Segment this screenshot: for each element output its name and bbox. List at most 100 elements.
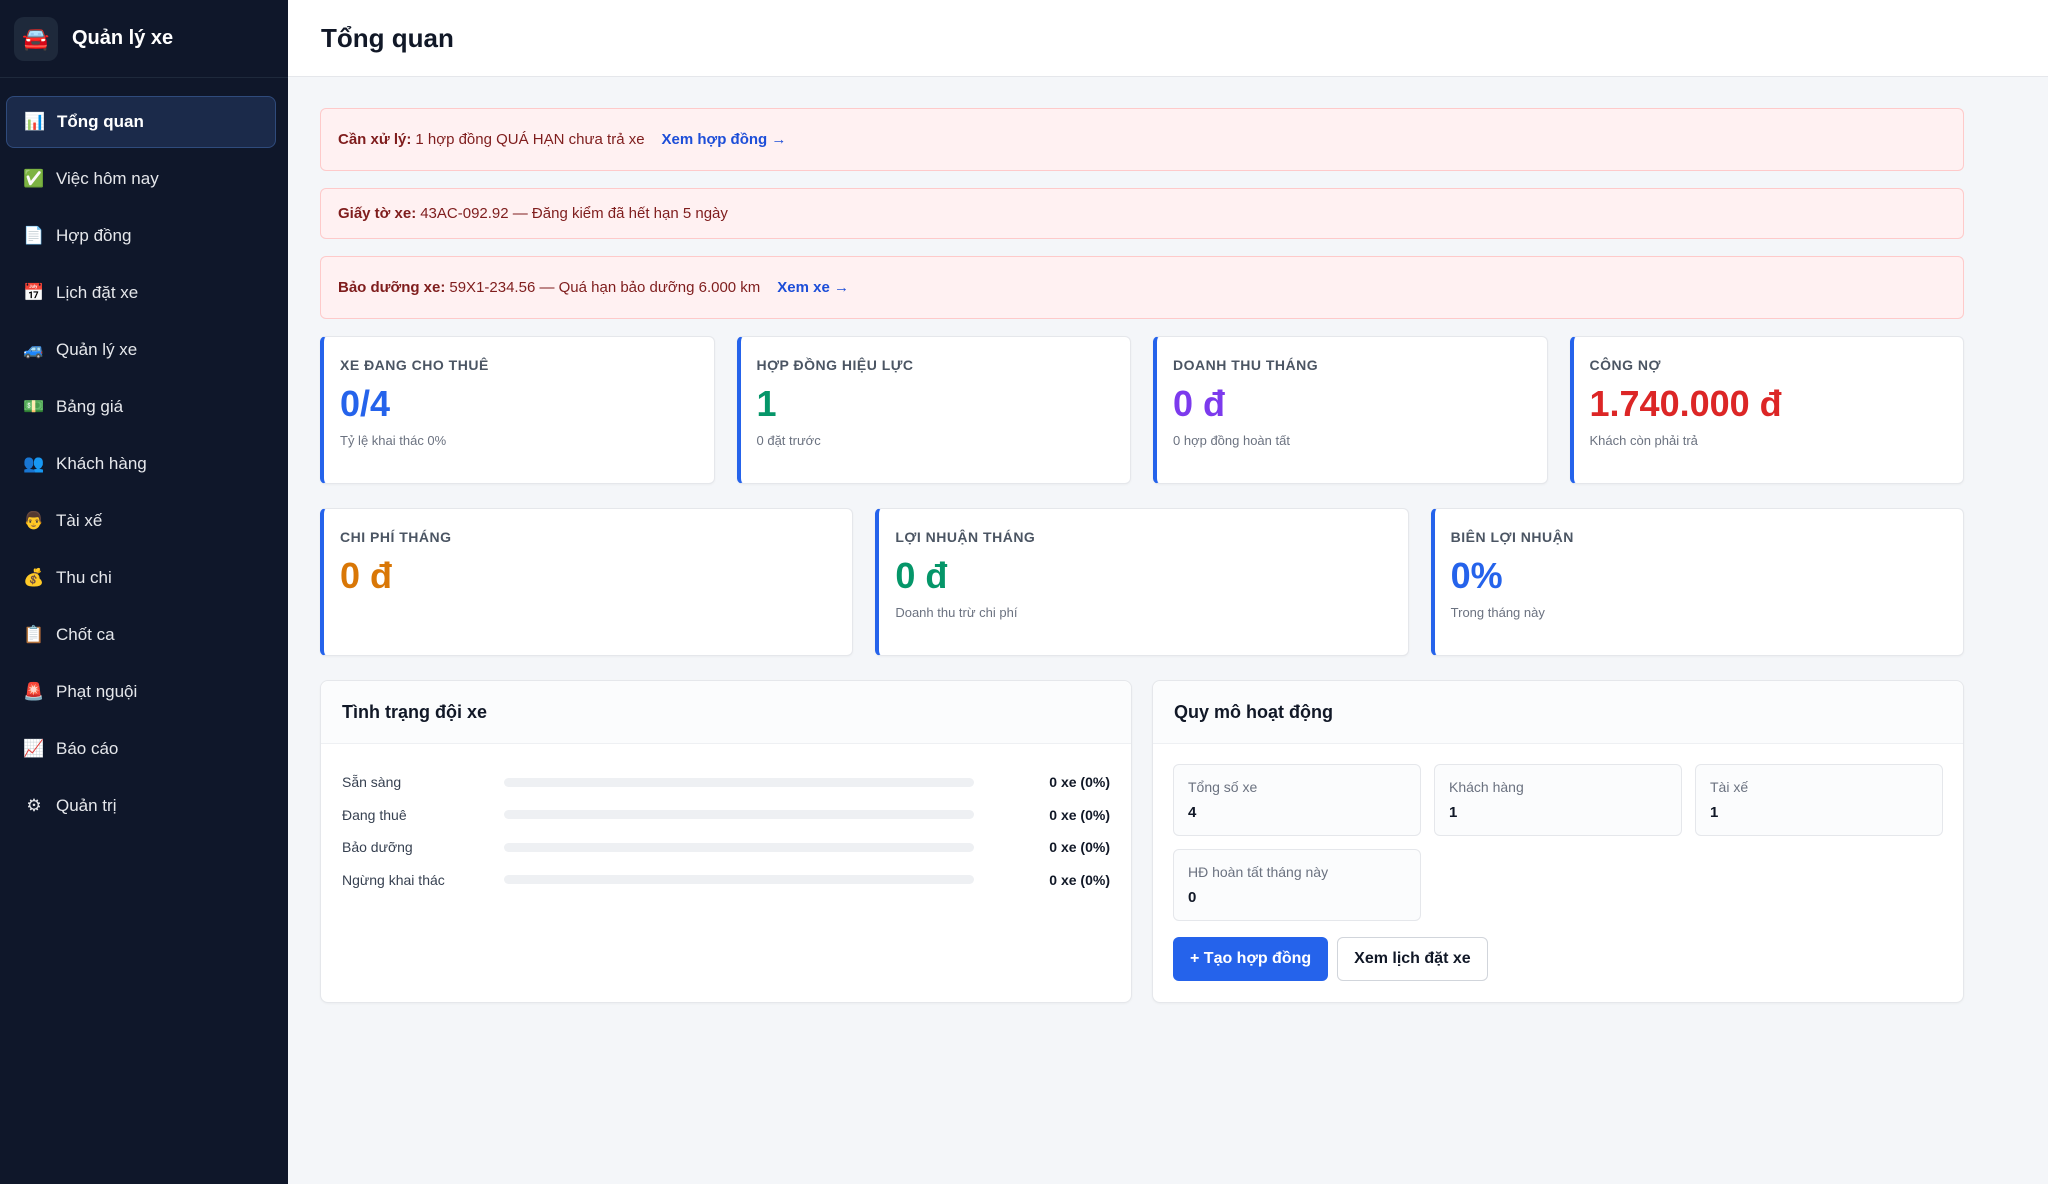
calendar-icon: 📅 [23,283,45,302]
users-icon: 👥 [23,454,45,473]
main-content: Cần xử lý: 1 hợp đồng QUÁ HẠN chưa trả x… [320,108,1964,1003]
alert-text: 1 hợp đồng QUÁ HẠN chưa trả xe [415,131,645,148]
sidebar-item-label: Lịch đặt xe [56,283,139,302]
sidebar-item-label: Việc hôm nay [56,169,159,188]
bar-chart-icon: 📊 [24,112,46,131]
brand: 🚘 Quản lý xe [0,0,288,78]
metric-label: HĐ hoàn tất tháng này [1188,864,1329,880]
siren-icon: 🚨 [23,682,45,701]
sidebar-item-reports[interactable]: 📈 Báo cáo [6,723,276,775]
fleet-status-name: Bảo dưỡng [342,839,413,856]
stat-value: 0 đ [895,555,948,596]
metric-value: 0 [1188,889,1197,906]
metric-label: Tổng số xe [1188,779,1258,795]
sidebar-item-customers[interactable]: 👥 Khách hàng [6,438,276,490]
stat-card-monthly-profit: Lợi nhuận tháng 0 đ Doanh thu trừ chi ph… [875,508,1409,656]
stat-label: Biên lợi nhuận [1450,529,1574,545]
metric-label: Khách hàng [1449,779,1524,795]
page-title: Tổng quan [321,22,454,53]
sidebar-item-income-expense[interactable]: 💰 Thu chi [6,552,276,604]
stat-value: 1.740.000 đ [1589,383,1782,424]
trend-chart-icon: 📈 [23,739,45,758]
view-booking-calendar-button[interactable]: Xem lịch đặt xe [1337,937,1488,981]
stat-card-monthly-revenue: Doanh thu tháng 0 đ 0 hợp đồng hoàn tất [1153,336,1548,484]
sidebar-item-label: Báo cáo [56,739,119,758]
operations-scale-panel: Quy mô hoạt động Tổng số xe 4 Khách hàng… [1152,680,1964,1003]
scale-metrics-grid: Tổng số xe 4 Khách hàng 1 Tài xế 1 HĐ ho… [1173,764,1943,921]
stats-row-primary: Xe đang cho thuê 0/4 Tỷ lệ khai thác 0% … [320,336,1964,484]
metric-label: Tài xế [1710,779,1749,795]
fleet-status-name: Sẵn sàng [342,774,402,791]
fleet-status-name: Ngừng khai thác [342,871,445,888]
alert-label: Bảo dưỡng xe: [338,279,446,296]
fleet-row-maintenance: Bảo dưỡng 0 xe (0%) [342,831,1110,864]
fleet-progress-bar [504,777,974,787]
sidebar-item-contracts[interactable]: 📄 Hợp đồng [6,210,276,262]
sidebar-item-label: Bảng giá [56,397,124,416]
sidebar-item-label: Khách hàng [56,454,147,473]
money-icon: 💵 [23,397,45,416]
view-contracts-link[interactable]: Xem hợp đồng → [661,131,787,148]
stat-card-active-contracts: Hợp đồng hiệu lực 1 0 đặt trước [736,336,1131,484]
alert-text: 43AC-092.92 — Đăng kiểm đã hết hạn 5 ngà… [420,205,728,222]
operations-scale-content: Tổng số xe 4 Khách hàng 1 Tài xế 1 HĐ ho… [1153,744,1963,981]
car-icon: 🚙 [23,340,45,359]
sidebar-item-admin[interactable]: ⚙ Quản trị [6,780,276,832]
alert-overdue-contracts: Cần xử lý: 1 hợp đồng QUÁ HẠN chưa trả x… [320,108,1964,171]
stat-label: Xe đang cho thuê [340,357,489,373]
stat-subtitle: 0 hợp đồng hoàn tất [1173,433,1290,448]
driver-icon: 👨 [23,511,45,530]
sidebar-item-label: Hợp đồng [56,226,132,245]
sidebar-item-overview[interactable]: 📊 Tổng quan [6,96,276,148]
stat-card-profit-margin: Biên lợi nhuận 0% Trong tháng này [1430,508,1964,656]
money-bag-icon: 💰 [23,568,45,587]
page-header: Tổng quan [288,0,2048,77]
alert-label: Cần xử lý: [338,131,412,148]
sidebar-item-traffic-fines[interactable]: 🚨 Phạt nguội [6,666,276,718]
sidebar-item-drivers[interactable]: 👨 Tài xế [6,495,276,547]
stat-value: 1 [756,383,777,424]
fleet-status-value: 0 xe (0%) [1049,871,1110,888]
stat-subtitle: Doanh thu trừ chi phí [895,605,1018,620]
fleet-status-value: 0 xe (0%) [1049,774,1110,791]
stat-label: Doanh thu tháng [1173,357,1319,373]
sidebar-item-label: Quản trị [56,796,117,815]
metric-value: 1 [1449,804,1458,821]
sidebar-item-today-tasks[interactable]: ✅ Việc hôm nay [6,153,276,205]
sidebar-item-label: Phạt nguội [56,682,138,701]
metric-total-vehicles: Tổng số xe 4 [1173,764,1421,836]
sidebar-item-booking-calendar[interactable]: 📅 Lịch đặt xe [6,267,276,319]
stat-label: Chi phí tháng [340,529,452,545]
fleet-progress-bar [504,842,974,852]
sidebar-item-label: Tổng quan [57,112,144,131]
fleet-progress-bar [504,810,974,820]
sidebar-nav: 📊 Tổng quan ✅ Việc hôm nay 📄 Hợp đồng 📅 … [0,78,288,832]
panel-title: Tình trạng đội xe [321,681,1131,744]
sidebar-item-shift-close[interactable]: 📋 Chốt ca [6,609,276,661]
sidebar-item-vehicles[interactable]: 🚙 Quản lý xe [6,324,276,376]
fleet-status-value: 0 xe (0%) [1049,839,1110,856]
stat-subtitle: Khách còn phải trả [1589,433,1698,448]
metric-customers: Khách hàng 1 [1434,764,1682,836]
sidebar-item-label: Tài xế [56,511,103,530]
alert-label: Giấy tờ xe: [338,205,417,222]
stat-subtitle: 0 đặt trước [756,433,821,448]
fleet-status-name: Đang thuê [342,806,407,823]
clipboard-icon: 📋 [23,625,45,644]
fleet-row-rented: Đang thuê 0 xe (0%) [342,799,1110,832]
metric-value: 4 [1188,804,1197,821]
panel-actions: + Tạo hợp đồng Xem lịch đặt xe [1173,937,1943,981]
fleet-progress-bar [504,875,974,885]
create-contract-button[interactable]: + Tạo hợp đồng [1173,937,1329,981]
panel-title: Quy mô hoạt động [1153,681,1963,744]
sidebar-item-label: Thu chi [56,568,112,587]
metric-completed-contracts: HĐ hoàn tất tháng này 0 [1173,849,1421,921]
stats-row-financial: Chi phí tháng 0 đ Lợi nhuận tháng 0 đ Do… [320,508,1964,656]
sidebar-item-pricing[interactable]: 💵 Bảng giá [6,381,276,433]
metric-value: 1 [1710,804,1719,821]
sidebar-item-label: Quản lý xe [56,340,138,359]
stat-card-monthly-expense: Chi phí tháng 0 đ [320,508,854,656]
view-vehicle-link[interactable]: Xem xe → [777,279,850,296]
sidebar-item-label: Chốt ca [56,625,115,644]
stat-value: 0 đ [340,555,393,596]
